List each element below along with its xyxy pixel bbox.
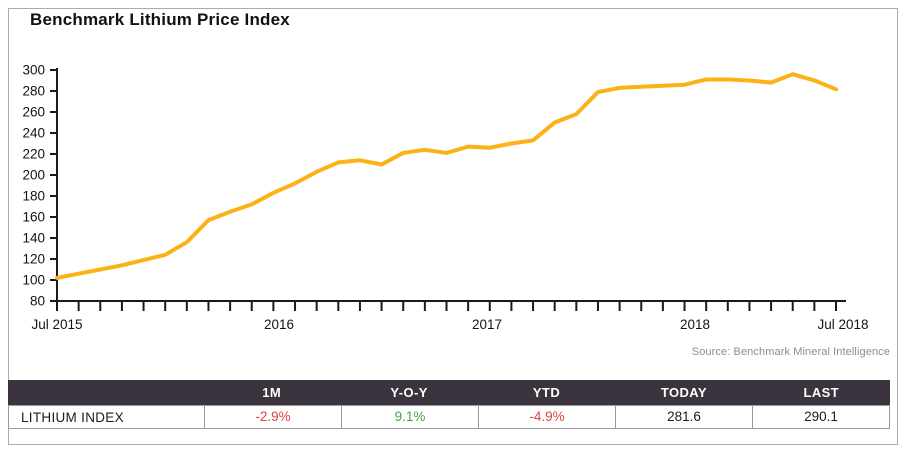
page-title: Benchmark Lithium Price Index xyxy=(30,10,290,29)
svg-text:Jul 2018: Jul 2018 xyxy=(817,317,868,332)
svg-text:180: 180 xyxy=(22,189,45,204)
column-header-ytd: YTD xyxy=(532,385,561,400)
svg-text:280: 280 xyxy=(22,84,45,99)
cell-ytd: -4.9% xyxy=(478,406,615,428)
table-header-row: 1M Y-O-Y YTD TODAY LAST xyxy=(8,380,890,405)
svg-text:2018: 2018 xyxy=(680,317,710,332)
column-header-yoy: Y-O-Y xyxy=(390,385,428,400)
svg-text:2016: 2016 xyxy=(264,317,294,332)
cell-today: 281.6 xyxy=(615,406,752,428)
svg-text:120: 120 xyxy=(22,252,45,267)
svg-text:2017: 2017 xyxy=(472,317,502,332)
svg-text:220: 220 xyxy=(22,147,45,162)
lithium-price-line-chart: 80 100 120 140 160 180 200 220 240 260 280 300 Jul 2… xyxy=(22,63,868,333)
cell-yoy: 9.1% xyxy=(341,406,478,428)
column-header-last: LAST xyxy=(803,385,840,400)
svg-text:100: 100 xyxy=(22,273,45,288)
cell-1m: -2.9% xyxy=(204,406,341,428)
svg-text:200: 200 xyxy=(22,168,45,183)
svg-text:240: 240 xyxy=(22,126,45,141)
svg-text:80: 80 xyxy=(30,294,45,309)
table-row: LITHIUM INDEX -2.9% 9.1% -4.9% 281.6 290… xyxy=(8,405,890,429)
svg-text:300: 300 xyxy=(22,63,45,78)
source-caption: Source: Benchmark Mineral Intelligence xyxy=(691,346,890,358)
svg-text:140: 140 xyxy=(22,231,45,246)
column-header-today: TODAY xyxy=(660,385,707,400)
cell-last: 290.1 xyxy=(752,406,889,428)
svg-text:Jul 2015: Jul 2015 xyxy=(31,317,82,332)
index-table: 1M Y-O-Y YTD TODAY LAST LITHIUM INDEX -2… xyxy=(8,380,890,429)
row-label: LITHIUM INDEX xyxy=(21,409,124,425)
svg-text:160: 160 xyxy=(22,210,45,225)
svg-text:260: 260 xyxy=(22,105,45,120)
column-header-1m: 1M xyxy=(262,385,282,400)
